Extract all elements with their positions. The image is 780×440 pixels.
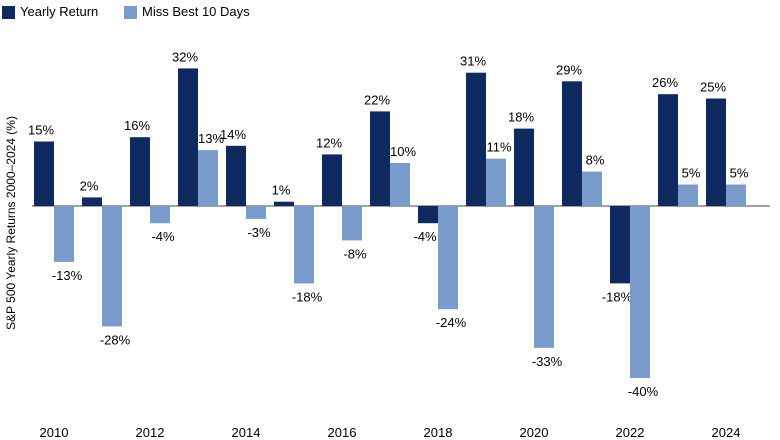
bar-miss-best-10-days-2024	[726, 184, 746, 206]
data-label-miss-best-10-days-2021: 8%	[586, 153, 605, 168]
bar-yearly-return-2024	[706, 98, 726, 206]
bar-yearly-return-2013	[178, 68, 198, 207]
bar-yearly-return-2017	[370, 111, 390, 206]
data-label-miss-best-10-days-2020: -33%	[532, 354, 563, 369]
data-label-yearly-return-2016: 12%	[316, 135, 342, 150]
data-label-miss-best-10-days-2024: 5%	[730, 166, 749, 181]
data-label-yearly-return-2013: 32%	[172, 49, 198, 64]
data-label-yearly-return-2022: -18%	[602, 289, 633, 304]
data-label-yearly-return-2014: 14%	[220, 127, 246, 142]
bar-miss-best-10-days-2022	[630, 206, 650, 378]
data-label-yearly-return-2011: 2%	[80, 178, 99, 193]
data-label-miss-best-10-days-2017: 10%	[390, 144, 416, 159]
data-label-yearly-return-2020: 18%	[508, 110, 534, 125]
legend-swatch-yearly-return	[2, 6, 15, 19]
bar-miss-best-10-days-2020	[534, 206, 554, 348]
data-label-miss-best-10-days-2014: -3%	[247, 225, 271, 240]
bar-yearly-return-2011	[82, 197, 102, 206]
bar-miss-best-10-days-2023	[678, 184, 698, 206]
data-label-yearly-return-2012: 16%	[124, 118, 150, 133]
x-tick-label-2024: 2024	[712, 425, 741, 440]
bar-miss-best-10-days-2019	[486, 158, 506, 206]
bar-yearly-return-2023	[658, 94, 678, 206]
x-tick-label-2022: 2022	[616, 425, 645, 440]
bar-miss-best-10-days-2013	[198, 150, 218, 206]
data-label-yearly-return-2021: 29%	[556, 62, 582, 77]
data-label-yearly-return-2019: 31%	[460, 54, 486, 69]
x-tick-label-2010: 2010	[40, 425, 69, 440]
data-label-miss-best-10-days-2011: -28%	[100, 332, 131, 347]
bar-miss-best-10-days-2010	[54, 206, 74, 262]
bar-yearly-return-2010	[34, 141, 54, 206]
bar-miss-best-10-days-2012	[150, 206, 170, 224]
bar-yearly-return-2022	[610, 206, 630, 284]
x-tick-label-2012: 2012	[136, 425, 165, 440]
bar-yearly-return-2014	[226, 145, 246, 206]
legend-label-yearly-return: Yearly Return	[20, 4, 99, 19]
data-label-miss-best-10-days-2015: -18%	[292, 289, 323, 304]
x-tick-label-2018: 2018	[424, 425, 453, 440]
bar-yearly-return-2015	[274, 201, 294, 206]
x-tick-label-2014: 2014	[232, 425, 261, 440]
x-tick-label-2020: 2020	[520, 425, 549, 440]
x-tick-label-2016: 2016	[328, 425, 357, 440]
bar-miss-best-10-days-2016	[342, 206, 362, 241]
bar-miss-best-10-days-2018	[438, 206, 458, 310]
bar-yearly-return-2016	[322, 154, 342, 206]
data-label-yearly-return-2023: 26%	[652, 75, 678, 90]
data-label-miss-best-10-days-2013: 13%	[198, 131, 224, 146]
bar-yearly-return-2019	[466, 72, 486, 206]
legend-label-miss-best-10-days: Miss Best 10 Days	[142, 4, 250, 19]
data-label-yearly-return-2017: 22%	[364, 92, 390, 107]
bar-miss-best-10-days-2014	[246, 206, 266, 219]
legend-swatch-miss-best-10-days	[124, 6, 137, 19]
data-label-miss-best-10-days-2012: -4%	[151, 229, 175, 244]
data-label-miss-best-10-days-2010: -13%	[52, 268, 83, 283]
data-label-yearly-return-2015: 1%	[272, 183, 291, 198]
bar-miss-best-10-days-2017	[390, 163, 410, 206]
bar-miss-best-10-days-2021	[582, 171, 602, 206]
bar-miss-best-10-days-2015	[294, 206, 314, 284]
data-label-yearly-return-2010: 15%	[28, 123, 54, 138]
data-label-miss-best-10-days-2023: 5%	[682, 166, 701, 181]
data-label-miss-best-10-days-2018: -24%	[436, 315, 467, 330]
bar-yearly-return-2012	[130, 137, 150, 206]
data-label-yearly-return-2018: -4%	[413, 229, 437, 244]
data-label-miss-best-10-days-2022: -40%	[628, 384, 659, 399]
data-label-miss-best-10-days-2016: -8%	[343, 246, 367, 261]
data-label-yearly-return-2024: 25%	[700, 80, 726, 95]
bar-yearly-return-2020	[514, 128, 534, 206]
data-label-miss-best-10-days-2019: 11%	[486, 140, 511, 155]
bar-yearly-return-2021	[562, 81, 582, 206]
bar-yearly-return-2018	[418, 206, 438, 224]
bar-miss-best-10-days-2011	[102, 206, 122, 327]
